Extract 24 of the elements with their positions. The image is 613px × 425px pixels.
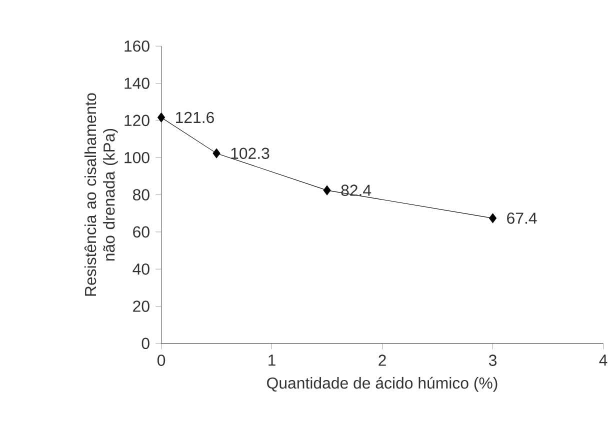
y-tick-label: 40	[132, 263, 150, 275]
x-tick-label: 4	[599, 354, 608, 366]
y-tick-label: 60	[133, 226, 150, 238]
point	[158, 112, 166, 122]
x-tick-label: 2	[378, 354, 386, 366]
point	[489, 213, 497, 224]
x-tick-label: 1	[268, 354, 276, 366]
y-tick-label: 160	[124, 40, 150, 52]
y-tick-label: 140	[124, 78, 150, 89]
x-tick-label: 0	[157, 354, 166, 366]
y-tick-label: 80	[133, 189, 150, 200]
y-axis-title: Resistência ao cisalhamento não drenada (kPa)	[84, 93, 118, 296]
data-label: 67.4	[507, 212, 537, 224]
y-tick-label: 20	[133, 300, 150, 312]
data-label: 102.3	[231, 148, 270, 159]
y-tick-label: 0	[142, 338, 150, 350]
y-tick-label: 100	[124, 152, 150, 164]
point	[323, 185, 331, 196]
x-tick-label: 3	[488, 354, 496, 366]
y-tick-label: 120	[124, 114, 150, 126]
point	[212, 148, 220, 158]
x-axis-title: Quantidade de ácido húmico (%)	[267, 376, 498, 392]
data-label: 121.6	[176, 112, 214, 124]
data-label: 82.4	[341, 184, 372, 196]
